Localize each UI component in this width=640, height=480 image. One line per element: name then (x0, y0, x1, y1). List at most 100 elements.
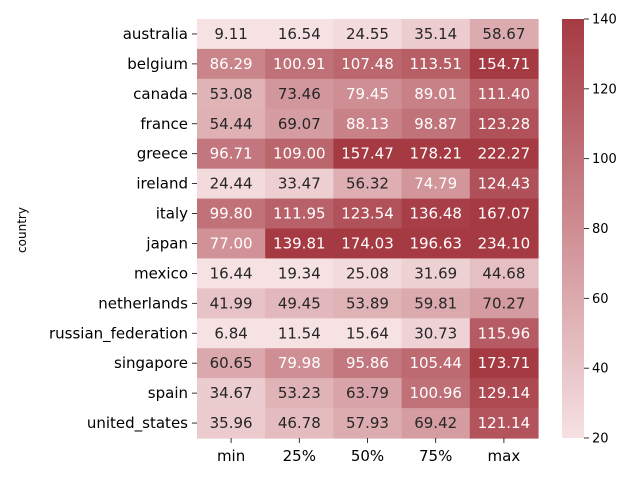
cell-value-label: 53.89 (346, 294, 389, 312)
heatmap-cell (197, 228, 266, 260)
cell-value-label: 49.45 (278, 294, 321, 312)
heatmap-cell (401, 198, 471, 230)
column-labels: min 25% 50% 75% max (217, 438, 520, 465)
heatmap-cell (401, 48, 471, 80)
cell-value-label: 196.63 (409, 234, 462, 252)
cell-value-label: 15.64 (346, 324, 389, 342)
cell-value-label: 31.69 (414, 264, 457, 282)
heatmap-cell (197, 348, 266, 379)
heatmap-cells: 9.11 16.54 24.55 35.14 58.67 86.29 100.91 107.4… (197, 19, 539, 439)
heatmap-cell (197, 138, 266, 170)
heatmap-cell (197, 198, 266, 230)
cell-value-label: 25.08 (346, 264, 389, 282)
cell-value-label: 100.91 (273, 55, 326, 73)
y-tick-label: france (140, 115, 188, 133)
heatmap-cell (401, 78, 471, 110)
heatmap-cell (197, 378, 266, 409)
heatmap-cell (469, 198, 539, 230)
y-tick-label: spain (148, 384, 188, 402)
heatmap-cell (197, 288, 266, 319)
heatmap-cell (197, 78, 266, 110)
cell-value-label: 129.14 (478, 384, 531, 402)
heatmap-cell (265, 78, 334, 110)
cell-value-label: 24.55 (346, 25, 389, 43)
heatmap-cell (401, 258, 471, 289)
colorbar-gradient (562, 19, 584, 438)
heatmap-cell (469, 378, 539, 409)
y-tick-label: singapore (114, 354, 188, 372)
cell-value-label: 178.21 (409, 145, 462, 163)
heatmap-cell (197, 318, 266, 349)
heatmap-cell (197, 168, 266, 200)
heatmap-cell (333, 348, 403, 379)
cell-value-label: 33.47 (278, 175, 321, 193)
y-tick-label: united_states (87, 414, 188, 433)
cell-value-label: 35.14 (414, 25, 457, 43)
heatmap-cell (469, 228, 539, 260)
cell-value-label: 167.07 (478, 205, 531, 223)
cell-value-label: 173.71 (478, 354, 531, 372)
heatmap-cell (265, 348, 334, 379)
heatmap-cell (401, 108, 471, 140)
cell-value-label: 53.08 (210, 85, 253, 103)
heatmap-cell (265, 19, 334, 50)
heatmap-cell (197, 19, 266, 50)
heatmap-cell (265, 318, 334, 349)
colorbar-ticks: 20 40 60 80 100 120 140 (584, 13, 617, 447)
heatmap-cell (469, 348, 539, 379)
heatmap-cell (333, 138, 403, 170)
y-tick-label: australia (123, 25, 188, 43)
heatmap-cell (401, 19, 471, 50)
colorbar-tick-label: 80 (592, 222, 609, 237)
heatmap-cell (333, 318, 403, 349)
cell-value-label: 73.46 (278, 85, 321, 103)
heatmap-cell (469, 318, 539, 349)
cell-value-label: 54.44 (210, 115, 253, 133)
cell-value-label: 96.71 (210, 145, 253, 163)
heatmap-cell (265, 138, 334, 170)
cell-value-label: 111.40 (478, 85, 531, 103)
cell-value-label: 70.27 (482, 294, 525, 312)
cell-value-label: 107.48 (341, 55, 394, 73)
heatmap-cell (401, 318, 471, 349)
heatmap-cell (401, 378, 471, 409)
cell-value-label: 34.67 (210, 384, 253, 402)
cell-value-label: 113.51 (409, 55, 462, 73)
colorbar-tick-label: 40 (592, 362, 609, 377)
cell-value-label: 88.13 (346, 115, 389, 133)
heatmap-cell (333, 48, 403, 80)
y-axis-title: country (15, 207, 29, 253)
cell-value-label: 6.84 (214, 324, 247, 342)
cell-value-label: 121.14 (478, 414, 531, 432)
x-tick-label: max (488, 447, 521, 465)
heatmap-cell (333, 408, 403, 439)
cell-value-label: 16.44 (210, 264, 253, 282)
heatmap-cell (333, 288, 403, 319)
cell-value-label: 111.95 (273, 205, 326, 223)
heatmap-cell (265, 108, 334, 140)
cell-value-label: 222.27 (478, 145, 531, 163)
x-tick-label: 25% (283, 447, 316, 465)
y-tick-label: canada (133, 85, 188, 103)
heatmap-cell (469, 108, 539, 140)
heatmap-cell (401, 288, 471, 319)
heatmap-cell (401, 168, 471, 200)
cell-value-label: 105.44 (409, 354, 462, 372)
cell-value-label: 86.29 (210, 55, 253, 73)
row-labels: australia belgium canada france greece irelan… (49, 25, 197, 433)
heatmap-cell (333, 258, 403, 289)
cell-value-label: 100.96 (409, 384, 462, 402)
cell-value-label: 69.07 (278, 115, 321, 133)
cell-value-label: 69.42 (414, 414, 457, 432)
heatmap-cell (333, 168, 403, 200)
heatmap-cell (265, 228, 334, 260)
cell-value-label: 44.68 (482, 264, 525, 282)
cell-value-label: 124.43 (478, 175, 531, 193)
y-tick-label: netherlands (98, 294, 188, 312)
heatmap-cell (265, 288, 334, 319)
colorbar-tick-label: 100 (592, 152, 617, 167)
cell-value-label: 98.87 (414, 115, 457, 133)
colorbar-tick-label: 20 (592, 432, 609, 447)
heatmap-cell (469, 258, 539, 289)
